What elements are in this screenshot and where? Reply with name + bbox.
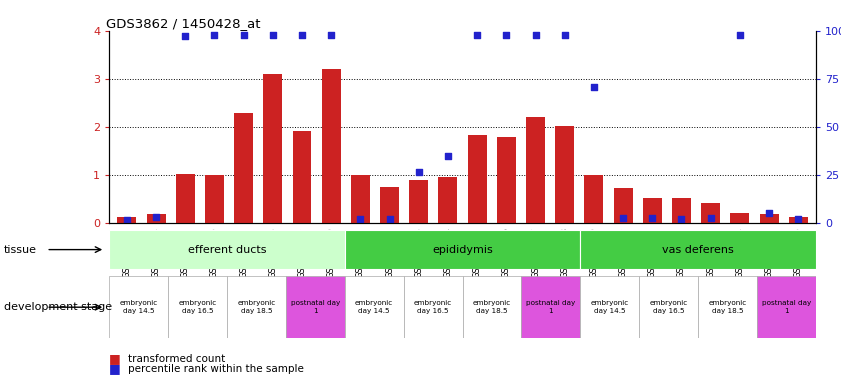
Text: epididymis: epididymis: [432, 245, 493, 255]
Point: [354, 216, 368, 222]
Bar: [555, 126, 574, 223]
Bar: [526, 117, 545, 223]
Text: embryonic
day 14.5: embryonic day 14.5: [355, 300, 394, 314]
Point: [442, 154, 455, 160]
Point: [325, 31, 338, 38]
Text: embryonic
day 16.5: embryonic day 16.5: [178, 300, 217, 314]
Point: [383, 216, 396, 222]
Point: [587, 84, 600, 91]
Point: [674, 216, 688, 222]
Point: [733, 31, 747, 38]
Bar: [109, 276, 168, 338]
Text: development stage: development stage: [4, 302, 113, 312]
Point: [412, 169, 426, 175]
Bar: [404, 276, 463, 338]
Text: embryonic
day 18.5: embryonic day 18.5: [237, 300, 276, 314]
Point: [791, 216, 805, 222]
Text: embryonic
day 14.5: embryonic day 14.5: [590, 300, 629, 314]
Bar: [580, 230, 816, 269]
Bar: [234, 113, 253, 223]
Bar: [109, 230, 345, 269]
Bar: [672, 198, 691, 223]
Bar: [757, 276, 816, 338]
Bar: [759, 214, 779, 223]
Bar: [789, 217, 807, 223]
Bar: [322, 69, 341, 223]
Text: embryonic
day 16.5: embryonic day 16.5: [649, 300, 688, 314]
Text: postnatal day
1: postnatal day 1: [762, 300, 811, 314]
Bar: [497, 137, 516, 223]
Text: efferent ducts: efferent ducts: [188, 245, 267, 255]
Text: vas deferens: vas deferens: [662, 245, 734, 255]
Text: percentile rank within the sample: percentile rank within the sample: [128, 364, 304, 374]
Bar: [176, 174, 195, 223]
Bar: [614, 188, 632, 223]
Point: [558, 31, 571, 38]
Text: ■: ■: [109, 362, 121, 375]
Bar: [521, 276, 580, 338]
Point: [646, 215, 659, 221]
Bar: [293, 131, 311, 223]
Text: postnatal day
1: postnatal day 1: [526, 300, 575, 314]
Point: [178, 33, 192, 39]
Bar: [286, 276, 345, 338]
Text: ■: ■: [109, 353, 121, 366]
Bar: [345, 230, 580, 269]
Point: [704, 215, 717, 221]
Point: [295, 31, 309, 38]
Bar: [580, 276, 639, 338]
Bar: [468, 136, 487, 223]
Bar: [205, 175, 224, 223]
Bar: [584, 175, 603, 223]
Bar: [351, 175, 370, 223]
Bar: [410, 180, 428, 223]
Bar: [463, 276, 521, 338]
Bar: [168, 276, 227, 338]
Point: [120, 217, 134, 223]
Text: embryonic
day 18.5: embryonic day 18.5: [708, 300, 747, 314]
Text: embryonic
day 14.5: embryonic day 14.5: [119, 300, 158, 314]
Point: [237, 31, 251, 38]
Point: [529, 31, 542, 38]
Point: [762, 210, 775, 216]
Text: embryonic
day 16.5: embryonic day 16.5: [414, 300, 452, 314]
Point: [208, 31, 221, 38]
Bar: [639, 276, 698, 338]
Bar: [701, 203, 720, 223]
Bar: [698, 276, 757, 338]
Bar: [146, 214, 166, 223]
Point: [266, 31, 279, 38]
Text: tissue: tissue: [4, 245, 37, 255]
Text: transformed count: transformed count: [128, 354, 225, 364]
Bar: [438, 177, 458, 223]
Bar: [263, 74, 283, 223]
Text: postnatal day
1: postnatal day 1: [291, 300, 340, 314]
Point: [470, 31, 484, 38]
Bar: [643, 198, 662, 223]
Bar: [380, 187, 399, 223]
Bar: [730, 213, 749, 223]
Bar: [345, 276, 404, 338]
Text: GDS3862 / 1450428_at: GDS3862 / 1450428_at: [106, 17, 261, 30]
Bar: [227, 276, 286, 338]
Point: [616, 215, 630, 221]
Point: [500, 31, 513, 38]
Bar: [118, 217, 136, 223]
Text: embryonic
day 18.5: embryonic day 18.5: [473, 300, 511, 314]
Point: [150, 214, 163, 220]
